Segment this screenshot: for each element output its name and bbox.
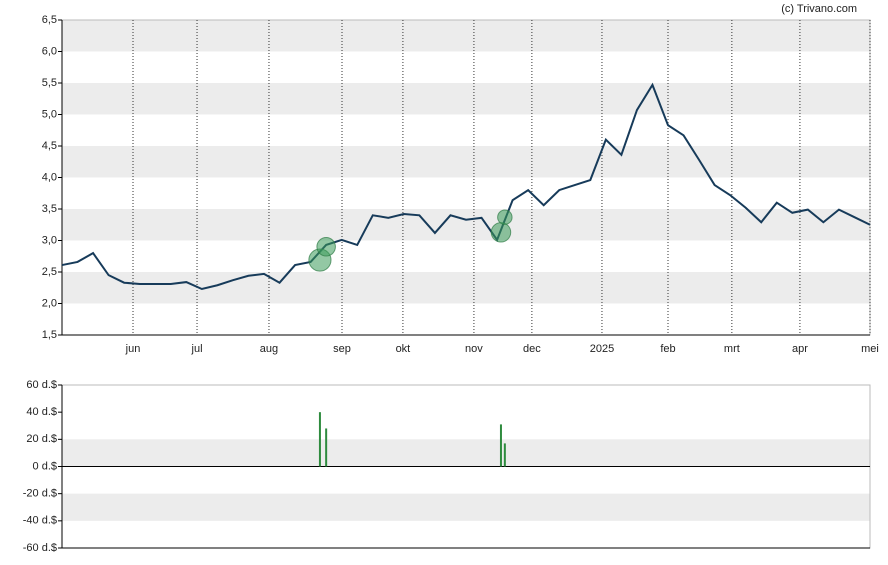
y-tick-label: 2,0 bbox=[42, 297, 57, 309]
y-tick-label: 1,5 bbox=[42, 329, 57, 341]
price-line bbox=[61, 82, 871, 291]
y-tick-label: 6,5 bbox=[42, 14, 57, 26]
y-tick-label: 6,0 bbox=[42, 45, 57, 57]
y-tick-label: 2,5 bbox=[42, 266, 57, 278]
x-tick-label: sep bbox=[333, 343, 351, 355]
x-tick-label: mrt bbox=[724, 343, 740, 355]
x-tick-label: jul bbox=[191, 343, 203, 355]
band bbox=[62, 83, 870, 115]
band bbox=[62, 146, 870, 178]
y-tick-label: -20 d.$ bbox=[23, 488, 57, 500]
band bbox=[62, 493, 870, 521]
x-tick-label: jun bbox=[125, 343, 141, 355]
band bbox=[62, 272, 870, 304]
x-tick-label: aug bbox=[260, 343, 278, 355]
band bbox=[62, 439, 870, 467]
y-tick-label: -60 d.$ bbox=[23, 542, 57, 554]
trade-bubble bbox=[497, 209, 513, 225]
y-tick-label: 40 d.$ bbox=[26, 406, 57, 418]
x-tick-label: dec bbox=[523, 343, 541, 355]
y-tick-label: 4,0 bbox=[42, 171, 57, 183]
y-tick-label: 20 d.$ bbox=[26, 433, 57, 445]
y-tick-label: 4,5 bbox=[42, 140, 57, 152]
y-tick-label: 0 d.$ bbox=[33, 460, 57, 472]
x-tick-label: nov bbox=[465, 343, 483, 355]
y-tick-label: 3,5 bbox=[42, 203, 57, 215]
trade-bubble bbox=[316, 237, 336, 257]
x-tick-label: 2025 bbox=[590, 343, 614, 355]
y-tick-label: 5,0 bbox=[42, 108, 57, 120]
y-tick-label: 3,0 bbox=[42, 234, 57, 246]
bar bbox=[499, 424, 502, 467]
x-tick-label: mei bbox=[861, 343, 879, 355]
x-tick-label: feb bbox=[660, 343, 675, 355]
y-tick-label: 5,5 bbox=[42, 77, 57, 89]
y-tick-label: -40 d.$ bbox=[23, 515, 57, 527]
x-tick-label: okt bbox=[396, 343, 411, 355]
bar bbox=[318, 412, 321, 467]
band bbox=[62, 20, 870, 52]
bar bbox=[503, 443, 506, 467]
band bbox=[62, 209, 870, 241]
credit: (c) Trivano.com bbox=[781, 3, 857, 15]
y-tick-label: 60 d.$ bbox=[26, 379, 57, 391]
bar bbox=[325, 428, 328, 467]
trade-bubble bbox=[490, 222, 512, 243]
x-tick-label: apr bbox=[792, 343, 808, 355]
